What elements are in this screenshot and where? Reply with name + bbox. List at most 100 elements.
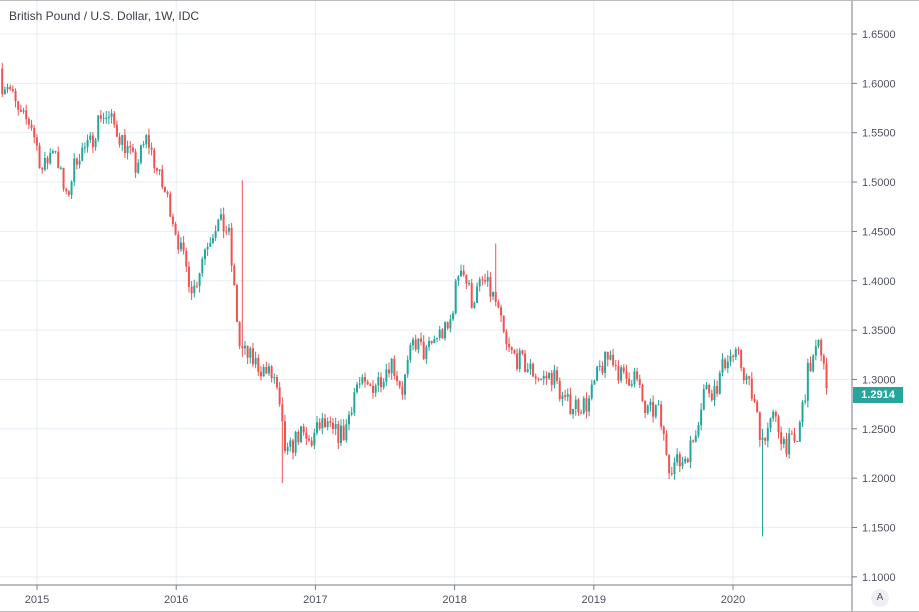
candle-body [209,242,212,247]
candle-body [740,350,743,369]
candle-body [353,392,356,413]
candle-body [646,405,649,414]
x-tick-label: 2018 [442,594,466,606]
candle-body [540,378,543,380]
candle-body [366,381,369,385]
candle-body [566,394,569,398]
candles [1,62,828,537]
candle-body [193,285,196,294]
candle-body [780,432,783,445]
candle-body [190,286,193,294]
candle-body [9,87,12,89]
candle-body [102,118,105,120]
candle-body [396,375,399,382]
candle-body [166,192,169,194]
candle-body [81,147,84,161]
candle-body [721,359,724,373]
y-tick-label: 1.5500 [862,128,896,140]
candle-body [201,259,204,274]
candle-body [126,146,129,153]
candle-body [532,363,535,377]
candle-body [35,137,38,146]
candle-body [809,362,812,372]
candle-body [412,339,415,346]
candle-body [641,384,644,401]
candle-body [257,357,260,372]
candle-body [131,147,134,152]
candle-body [91,135,94,148]
x-tick-label: 2016 [164,594,188,606]
candle-body [326,421,329,428]
candle-body [550,373,553,385]
candle-body [195,285,198,287]
candle-body [174,223,177,235]
candle-body [331,422,334,429]
candle-body [57,152,60,168]
candle-body [393,358,396,376]
candle-body [558,380,561,400]
candle-body [774,411,777,417]
candle-body [414,339,417,350]
candle-body [270,366,273,379]
candle-body [702,388,705,410]
candle-body [161,169,164,188]
candle-body [310,440,313,446]
y-tick-label: 1.3500 [862,325,896,337]
candle-body [654,405,657,417]
candle-body [137,162,140,173]
candle-body [572,408,575,415]
auto-scale-button[interactable]: A [871,589,889,607]
candle-body [94,139,97,148]
candle-body [782,439,785,445]
candle-body [620,367,623,381]
y-tick-label: 1.6000 [862,78,896,90]
candle-body [254,357,257,365]
candle-body [662,426,665,434]
y-tick-label: 1.6500 [862,29,896,41]
candle-body [484,280,487,282]
candle-body [374,385,377,393]
candle-body [657,404,660,406]
candle-body [273,377,276,379]
candle-body [678,454,681,467]
candle-body [337,423,340,443]
candle-body [75,158,78,165]
candle-body [153,149,156,169]
candle-body [107,116,110,118]
candle-body [110,113,113,117]
candle-body [142,144,145,146]
candle-body [745,376,748,381]
candle-body [230,227,233,266]
candle-body [542,375,545,379]
candle-body [315,422,318,433]
candle-body [163,187,166,193]
candle-body [361,377,364,384]
grid [0,0,852,585]
candle-body [505,331,508,344]
candle-body [742,368,745,381]
candle-body [217,219,220,232]
candle-body [278,387,281,405]
candle-body [265,367,268,374]
candle-body [468,283,471,285]
candle-body [425,346,428,359]
candle-body [430,341,433,344]
candle-body [299,426,302,443]
candle-body [54,151,57,153]
candle-body [428,341,431,347]
candle-body [99,115,102,119]
candle-body [470,283,473,308]
candle-body [713,385,716,401]
candle-body [681,462,684,467]
candle-body [518,350,521,369]
candle-body [171,216,174,224]
candle-body [724,359,727,369]
candle-body [812,355,815,372]
candle-body [766,428,769,441]
candle-body [377,377,380,386]
candle-body [756,401,759,413]
candle-body [38,145,41,168]
candle-body [588,398,591,412]
candle-body [219,214,222,220]
